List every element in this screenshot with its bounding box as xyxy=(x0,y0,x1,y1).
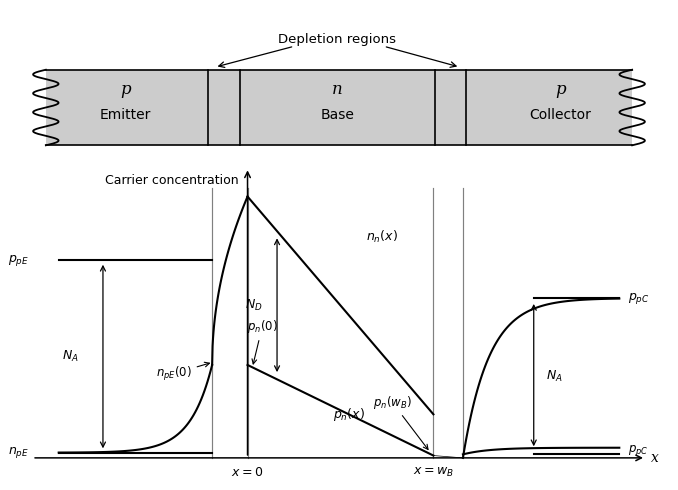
Text: $x=w_B$: $x=w_B$ xyxy=(413,466,454,479)
Text: n: n xyxy=(332,81,342,98)
Text: x: x xyxy=(651,451,658,465)
Text: $p_n(w_B)$: $p_n(w_B)$ xyxy=(373,393,428,449)
Text: p: p xyxy=(555,81,565,98)
Text: Emitter: Emitter xyxy=(100,108,151,122)
Text: $p_{pE}$: $p_{pE}$ xyxy=(8,253,29,268)
Bar xyxy=(46,70,632,146)
Text: $p_n(0)$: $p_n(0)$ xyxy=(247,318,278,364)
Text: $p_n(x)$: $p_n(x)$ xyxy=(333,406,365,423)
Text: Depletion regions: Depletion regions xyxy=(278,33,396,46)
Text: Carrier concentration: Carrier concentration xyxy=(105,174,239,187)
Text: $n_{pE}$: $n_{pE}$ xyxy=(8,445,29,460)
Text: Base: Base xyxy=(320,108,354,122)
Text: $N_A$: $N_A$ xyxy=(546,369,563,384)
Text: p: p xyxy=(120,81,131,98)
Text: $N_D$: $N_D$ xyxy=(245,298,262,313)
Text: $N_A$: $N_A$ xyxy=(62,349,79,364)
Text: $n_n(x)$: $n_n(x)$ xyxy=(365,229,397,245)
Text: $n_{pE}(0)$: $n_{pE}(0)$ xyxy=(156,362,210,383)
Text: $p_{pC}$: $p_{pC}$ xyxy=(628,442,649,458)
Text: Collector: Collector xyxy=(530,108,591,122)
Text: $p_{pC}$: $p_{pC}$ xyxy=(628,291,650,306)
Text: $x=0$: $x=0$ xyxy=(231,466,264,479)
